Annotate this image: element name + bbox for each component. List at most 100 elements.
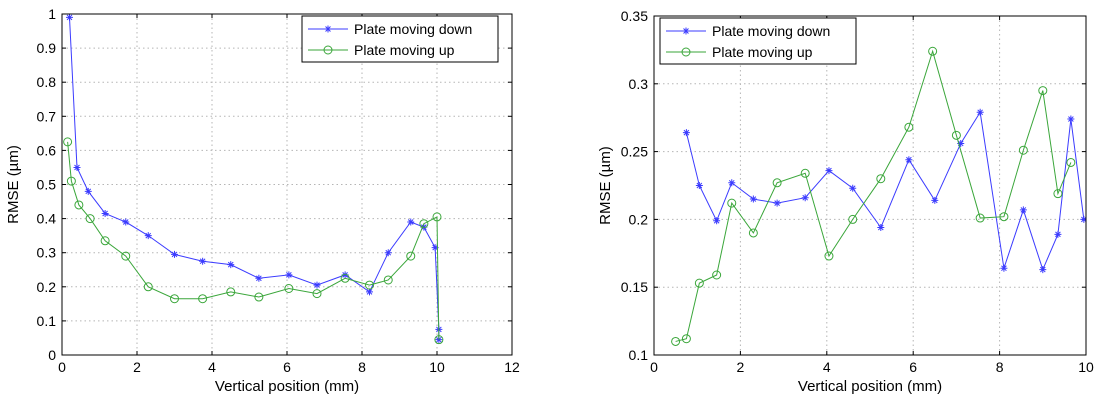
plot-area	[654, 16, 1086, 355]
data-point-star	[73, 163, 81, 171]
data-point-star	[407, 218, 415, 226]
data-point-circle	[1038, 86, 1048, 96]
data-point-circle	[694, 278, 704, 288]
data-point-circle	[1066, 157, 1076, 167]
data-point-circle	[66, 176, 76, 186]
data-point-circle	[904, 122, 914, 132]
chart-panel-1: 0 2 4 6 8 10 12 0 0.1 0.2 0.3 0.4 0.5 0.6 0.7 0.8 0.9 1 Ve…	[5, 6, 520, 395]
x-tick-label: 2	[133, 359, 141, 375]
series-line	[685, 110, 1085, 271]
data-point-circle	[928, 46, 938, 56]
data-point-circle	[1018, 145, 1028, 155]
x-tick-label: 0	[650, 359, 658, 375]
legend-label: Plate moving down	[354, 21, 472, 37]
y-tick-label: 0.1	[37, 313, 57, 329]
series-line	[675, 49, 1072, 342]
y-tick-label: 0.15	[621, 279, 648, 295]
x-tick-label: 6	[283, 359, 291, 375]
data-point-star	[773, 199, 781, 207]
data-point-star	[728, 179, 736, 187]
data-point-circle	[772, 178, 782, 188]
data-point-circle	[876, 174, 886, 184]
y-tick-label: 0.2	[629, 211, 649, 227]
y-tick-label: 0.4	[37, 211, 57, 227]
y-tick-label: 0.35	[621, 8, 648, 24]
data-point-circle	[100, 236, 110, 246]
legend-marker-circle	[681, 47, 691, 57]
legend-box	[301, 15, 499, 63]
data-point-circle	[226, 287, 236, 297]
legend-marker-star	[682, 27, 690, 35]
data-point-star	[285, 271, 293, 279]
data-point-star	[931, 196, 939, 204]
data-point-circle	[748, 228, 758, 238]
series-line	[69, 17, 440, 340]
data-point-circle	[63, 137, 73, 147]
data-point-star	[341, 271, 349, 279]
data-point-star	[749, 195, 757, 203]
data-point-star	[905, 156, 913, 164]
y-tick-label: 0.2	[37, 279, 57, 295]
data-point-circle	[406, 251, 416, 261]
legend: Plate moving down Plate moving up	[301, 15, 499, 63]
y-tick-label: 0.5	[37, 177, 57, 193]
data-point-star	[420, 223, 428, 231]
data-point-circle	[1053, 189, 1063, 199]
data-point-star	[1067, 115, 1075, 123]
data-point-star	[199, 257, 207, 265]
legend-box	[659, 17, 857, 65]
data-point-star	[101, 209, 109, 217]
data-point-star	[431, 244, 439, 252]
y-tick-label: 0.6	[37, 142, 57, 158]
axes-box	[653, 15, 1087, 356]
data-point-circle	[74, 200, 84, 210]
data-point-circle	[170, 294, 179, 304]
data-point-star	[976, 108, 984, 116]
data-point-circle	[198, 294, 208, 304]
data-point-circle	[340, 273, 350, 283]
data-point-circle	[671, 336, 681, 346]
data-point-circle	[434, 335, 444, 345]
legend-marker-star	[324, 25, 332, 33]
data-point-circle	[121, 251, 131, 261]
y-tick-label: 0.8	[37, 74, 57, 90]
data-point-circle	[312, 289, 322, 299]
legend-label: Plate moving up	[712, 44, 813, 60]
y-tick-label: 0.1	[629, 347, 649, 363]
y-tick-label: 0.3	[629, 76, 649, 92]
y-axis-label: RMSE (µm)	[597, 146, 614, 225]
data-point-star	[1080, 215, 1086, 223]
data-point-star	[713, 217, 721, 225]
data-point-star	[849, 184, 857, 192]
x-tick-label: 4	[208, 359, 216, 375]
y-tick-label: 0.3	[37, 245, 57, 261]
y-axis-label: RMSE (µm)	[5, 145, 22, 224]
x-tick-label: 10	[1078, 359, 1094, 375]
y-tick-label: 0	[48, 347, 56, 363]
y-tick-label: 0.7	[37, 108, 57, 124]
data-point-circle	[432, 212, 442, 222]
data-point-star	[682, 129, 690, 137]
x-tick-label: 2	[737, 359, 745, 375]
x-tick-label: 4	[823, 359, 831, 375]
data-point-star	[227, 261, 235, 269]
data-point-star	[1054, 230, 1062, 238]
data-point-star	[1000, 264, 1008, 272]
chart-panel-2: 0 2 4 6 8 10 0.1 0.15 0.2 0.25 0.3 0.35 Vertical pos…	[597, 8, 1094, 395]
x-tick-label: 8	[996, 359, 1004, 375]
data-point-star	[1019, 206, 1027, 214]
y-tick-label: 0.9	[37, 40, 57, 56]
series-moving-up	[671, 46, 1076, 346]
data-point-circle	[681, 334, 691, 344]
legend: Plate moving down Plate moving up	[659, 17, 857, 65]
data-point-star	[313, 281, 321, 289]
data-point-circle	[419, 219, 429, 229]
data-point-star	[366, 288, 373, 296]
data-point-star	[695, 182, 703, 189]
data-point-circle	[143, 282, 153, 292]
data-point-star	[384, 249, 392, 257]
data-point-circle	[800, 168, 810, 178]
data-point-circle	[85, 214, 95, 224]
data-point-circle	[848, 214, 858, 224]
